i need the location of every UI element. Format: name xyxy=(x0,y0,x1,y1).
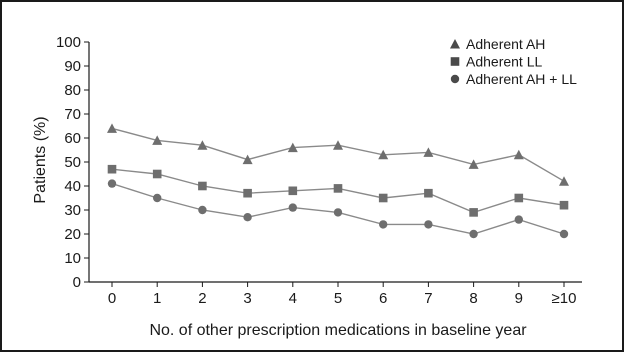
data-point-circle xyxy=(379,220,388,229)
legend-marker-circle xyxy=(450,74,460,84)
data-point-square xyxy=(424,188,433,198)
data-point-square xyxy=(288,186,298,196)
data-point-square xyxy=(378,193,388,203)
data-point-circle xyxy=(424,220,433,229)
x-tick-label: 1 xyxy=(153,290,161,307)
data-point-triangle xyxy=(197,140,208,150)
x-tick-label: 3 xyxy=(243,290,251,307)
y-tick-label: 80 xyxy=(64,82,81,99)
series-group xyxy=(107,123,569,239)
series-line xyxy=(111,127,565,182)
data-point-square xyxy=(152,169,162,179)
y-tick-label: 40 xyxy=(64,178,81,195)
data-point-circle xyxy=(198,205,207,215)
data-point-triangle xyxy=(468,159,479,169)
data-point-circle xyxy=(469,229,478,239)
data-point-triangle xyxy=(152,135,163,145)
y-tick-label: 50 xyxy=(64,154,81,171)
x-tick-label: 5 xyxy=(334,290,342,307)
y-tick-label: 10 xyxy=(64,250,81,267)
data-point-square xyxy=(333,184,343,193)
series-triangle xyxy=(107,123,569,186)
y-tick-label: 70 xyxy=(64,106,81,123)
legend-marker-triangle xyxy=(450,39,460,49)
y-tick-label: 30 xyxy=(64,202,81,219)
legend-label: Adherent AH + LL xyxy=(466,71,577,87)
y-tick-label: 0 xyxy=(73,274,81,291)
data-point-square xyxy=(243,188,252,198)
data-point-triangle xyxy=(242,154,253,165)
y-tick-label: 20 xyxy=(64,226,81,243)
y-axis-title: Patients (%) xyxy=(32,116,49,203)
data-point-triangle xyxy=(107,123,117,133)
data-point-circle xyxy=(107,179,117,188)
x-tick-label: ≥10 xyxy=(552,290,577,307)
y-tick-label: 90 xyxy=(64,58,81,75)
data-point-square xyxy=(107,164,117,174)
x-tick-label: 7 xyxy=(424,290,432,307)
data-point-triangle xyxy=(423,147,434,157)
data-point-circle xyxy=(333,208,343,217)
x-axis-title: No. of other prescription medications in… xyxy=(149,322,527,339)
data-point-square xyxy=(198,181,207,191)
data-point-triangle xyxy=(559,176,569,186)
y-tick-label: 100 xyxy=(56,34,81,51)
series-square xyxy=(107,164,569,217)
x-tick-label: 8 xyxy=(469,290,477,307)
data-point-square xyxy=(514,193,524,203)
data-point-square xyxy=(469,208,478,217)
x-tick-label: 2 xyxy=(198,290,206,307)
x-axis-ticks: 0 1 2 3 4 5 6 7 8 9 ≥10 xyxy=(108,282,577,307)
data-point-square xyxy=(559,200,569,210)
series-circle xyxy=(107,179,569,239)
data-point-circle xyxy=(153,193,162,203)
x-tick-label: 0 xyxy=(108,290,116,307)
legend-label: Adherent AH xyxy=(466,36,545,52)
data-point-triangle xyxy=(513,149,524,160)
data-point-triangle xyxy=(333,140,343,150)
data-point-circle xyxy=(514,215,523,224)
data-point-circle xyxy=(559,229,569,239)
x-tick-label: 9 xyxy=(515,290,523,307)
y-axis-ticks: 0 10 20 30 40 50 60 70 80 90 100 xyxy=(56,34,89,291)
y-tick-label: 60 xyxy=(64,130,81,147)
legend-label: Adherent LL xyxy=(466,54,542,70)
data-point-triangle xyxy=(287,142,298,153)
x-tick-label: 6 xyxy=(379,290,387,307)
data-point-circle xyxy=(288,203,297,212)
x-tick-label: 4 xyxy=(289,290,297,307)
data-point-circle xyxy=(243,213,252,222)
legend-marker-square xyxy=(450,57,460,66)
data-point-triangle xyxy=(378,149,389,160)
